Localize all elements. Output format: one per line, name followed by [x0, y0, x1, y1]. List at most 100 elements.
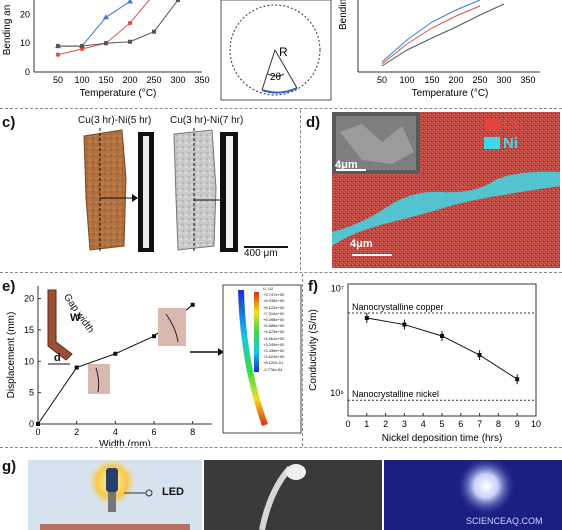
top-row: 50 100 150 200 250 300 350 0 10 20 Temperature (°C…	[2, 0, 540, 101]
chart-a: 50 100 150 200 250 300 350 0 10 20 Temperature (°C…	[2, 0, 210, 99]
series-line-f	[366, 317, 518, 380]
divider-1	[0, 108, 562, 109]
crack-2	[165, 313, 179, 343]
y-tick-e: 20	[24, 294, 34, 304]
svg-text:250: 250	[472, 75, 487, 85]
fea-legend-value: +7.310e+00	[263, 310, 285, 316]
copper-ref-label: Nanocrystalline copper	[352, 302, 444, 312]
x-tick-a: 100	[74, 75, 89, 85]
chart-top-right: Bending an 50 100 150 200 250 300 350 Tempera…	[338, 0, 540, 99]
panel-c-label-left: Cu(3 hr)-Ni(5 hr)	[78, 115, 152, 126]
y-label-right: Bending an	[338, 0, 349, 30]
y-label-f: Conductivity (S/m)	[308, 309, 319, 391]
x-tick-f: 0	[345, 419, 350, 429]
data-point-f	[515, 377, 520, 382]
x-tick-f: 1	[364, 419, 369, 429]
svg-text:200: 200	[448, 75, 463, 85]
micrograph-1	[88, 364, 110, 394]
legend-cu: Cu	[503, 116, 523, 133]
data-point-f	[402, 322, 407, 327]
y-tick-f: 10⁷	[331, 283, 344, 293]
d-label: d	[54, 352, 61, 364]
x-tick-f: 2	[383, 419, 388, 429]
point-a	[56, 44, 60, 49]
data-point-e	[190, 302, 195, 307]
data-point-f	[364, 316, 369, 321]
data-point-e	[74, 365, 79, 370]
w-label: W	[70, 312, 81, 324]
y-tick-a: 0	[25, 67, 30, 77]
point-a	[127, 0, 133, 4]
fea-legend: U, U2 +9.747e+00 +8.935e+00 +8.122e+00 +7.3…	[263, 286, 284, 373]
x-tick-f: 8	[496, 419, 501, 429]
x-tick-e: 0	[35, 427, 40, 437]
y-tick-e: 15	[24, 325, 34, 335]
svg-text:300: 300	[496, 75, 511, 85]
svg-text:150: 150	[424, 75, 439, 85]
wire-schematic	[47, 289, 73, 361]
panel-g-letter: g)	[2, 458, 17, 475]
x-tick-a: 300	[170, 75, 185, 85]
fea-legend-value: -2.776e-04	[263, 366, 283, 372]
data-point-f	[477, 353, 482, 358]
x-tick-f: 6	[458, 419, 463, 429]
y-tick-f: 10⁶	[330, 388, 344, 398]
x-tick-a: 200	[122, 75, 137, 85]
x-tick-e: 6	[151, 427, 156, 437]
svg-text:Temperature (°C): Temperature (°C)	[412, 88, 489, 99]
fea-legend-value: +8.935e+00	[263, 298, 285, 304]
fea-legend-value: +4.061e+00	[263, 335, 285, 341]
x-tick-f: 3	[402, 419, 407, 429]
point-a	[176, 0, 180, 2]
point-a	[104, 41, 108, 46]
fea-legend-value: +2.436e+00	[263, 348, 285, 354]
led-photos	[28, 460, 562, 530]
crack-1	[95, 367, 100, 393]
eds-map	[332, 112, 560, 268]
fea-legend-value: +6.498e+00	[263, 317, 285, 323]
x-label-f: Nickel deposition time (hrs)	[382, 433, 503, 444]
point-a	[103, 14, 109, 20]
scale-inset: 4μm	[335, 159, 358, 171]
x-tick-f: 10	[531, 419, 541, 429]
panel-f-letter: f)	[308, 278, 318, 295]
bend-angle-diagram	[220, 0, 332, 101]
y-tick-e: 5	[29, 388, 34, 398]
fea-legend-value: +8.122e-01	[263, 360, 284, 366]
y-tick-a: 10	[20, 38, 30, 48]
x-tick-a: 50	[53, 75, 63, 85]
legend-ni: Ni	[503, 135, 518, 152]
divider-v	[300, 110, 301, 270]
watermark: SCIENCEAQ.COM	[466, 516, 543, 526]
chart-e: 0 2 4 6 8 0 5 10 15 20 Width (mm) Displacement (mm)	[6, 286, 224, 446]
svg-text:50: 50	[377, 75, 387, 85]
data-point-e	[113, 351, 118, 356]
fea-legend-value: +9.747e+00	[263, 292, 285, 298]
fea-inset	[222, 284, 302, 434]
y-label-a: Bending an	[2, 5, 13, 56]
series-line-a	[58, 0, 179, 47]
panel-c-letter: c)	[2, 114, 16, 131]
x-tick-f: 5	[439, 419, 444, 429]
point-a	[128, 39, 132, 44]
nickel-ref-label: Nanocrystalline nickel	[352, 389, 439, 399]
y-tick-a: 20	[20, 9, 30, 19]
scale-bar-line	[244, 246, 288, 248]
arrow-head	[218, 348, 224, 356]
data-point-e	[152, 334, 156, 339]
x-tick-f: 4	[421, 419, 426, 429]
x-label-e: Width (mm)	[99, 439, 151, 446]
x-tick-f: 9	[515, 419, 520, 429]
x-tick-e: 2	[74, 427, 79, 437]
data-point-e	[36, 422, 40, 426]
fea-legend-value: +8.122e+00	[263, 304, 285, 310]
divider-2	[0, 272, 562, 273]
panel-d-letter: d)	[306, 114, 321, 131]
wire-images	[83, 128, 238, 253]
point-a	[80, 44, 84, 49]
svg-text:100: 100	[399, 75, 414, 85]
fea-legend-value: +4.873e+00	[263, 329, 285, 335]
x-label-a: Temperature (°C)	[80, 88, 157, 99]
scale-main: 4μm	[350, 238, 373, 250]
micrograph-2	[158, 308, 186, 346]
